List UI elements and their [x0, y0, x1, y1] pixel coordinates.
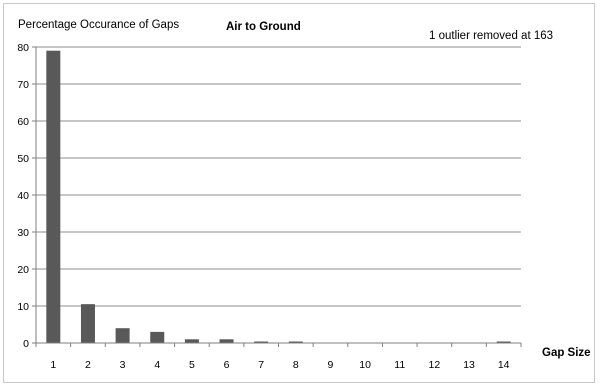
x-tick-label: 14 — [498, 359, 510, 371]
bar-4 — [150, 331, 165, 343]
bar-1 — [46, 50, 61, 343]
bar-14 — [496, 341, 511, 343]
chart-frame: 0 10 20 30 40 50 60 70 80 1 2 3 4 5 6 7 8 9 10 11 12 13 14 Per… — [3, 3, 595, 383]
y-tick-label: 20 — [17, 264, 29, 276]
x-tick-label: 1 — [50, 359, 56, 371]
bar-2 — [80, 304, 95, 343]
bars — [46, 50, 511, 343]
x-tick-label: 11 — [394, 359, 405, 371]
bar-5 — [184, 339, 199, 343]
x-tick-label: 9 — [328, 359, 334, 371]
chart-title: Air to Ground — [226, 21, 301, 33]
x-tick-label: 12 — [429, 359, 441, 371]
outlier-annotation: 1 outlier removed at 163 — [429, 30, 553, 42]
y-tick-label: 80 — [17, 42, 29, 54]
axes — [32, 46, 522, 347]
y-tick-label: 0 — [23, 338, 29, 350]
bar-3 — [115, 328, 130, 343]
x-tick-label: 10 — [359, 359, 371, 371]
y-tick-label: 30 — [17, 227, 29, 239]
y-tick-label: 10 — [17, 301, 29, 313]
y-tick-label: 70 — [17, 79, 29, 91]
x-tick-label: 4 — [154, 359, 160, 371]
x-tick-label: 3 — [120, 359, 126, 371]
bar-8 — [288, 341, 303, 343]
y-tick-label: 50 — [17, 153, 29, 165]
y-tick-label: 40 — [17, 190, 29, 202]
y-tick-label: 60 — [17, 116, 29, 128]
x-tick-label: 2 — [85, 359, 91, 371]
x-tick-label: 5 — [189, 359, 195, 371]
bar-6 — [219, 339, 234, 343]
x-tick-label: 8 — [293, 359, 299, 371]
y-axis-label: Percentage Occurance of Gaps — [18, 19, 179, 31]
x-tick-label: 6 — [224, 359, 230, 371]
x-axis-label: Gap Size — [542, 347, 591, 359]
gridlines — [36, 46, 521, 307]
bar-7 — [254, 341, 269, 343]
x-tick-label: 13 — [463, 359, 475, 371]
x-tick-label: 7 — [258, 359, 264, 371]
